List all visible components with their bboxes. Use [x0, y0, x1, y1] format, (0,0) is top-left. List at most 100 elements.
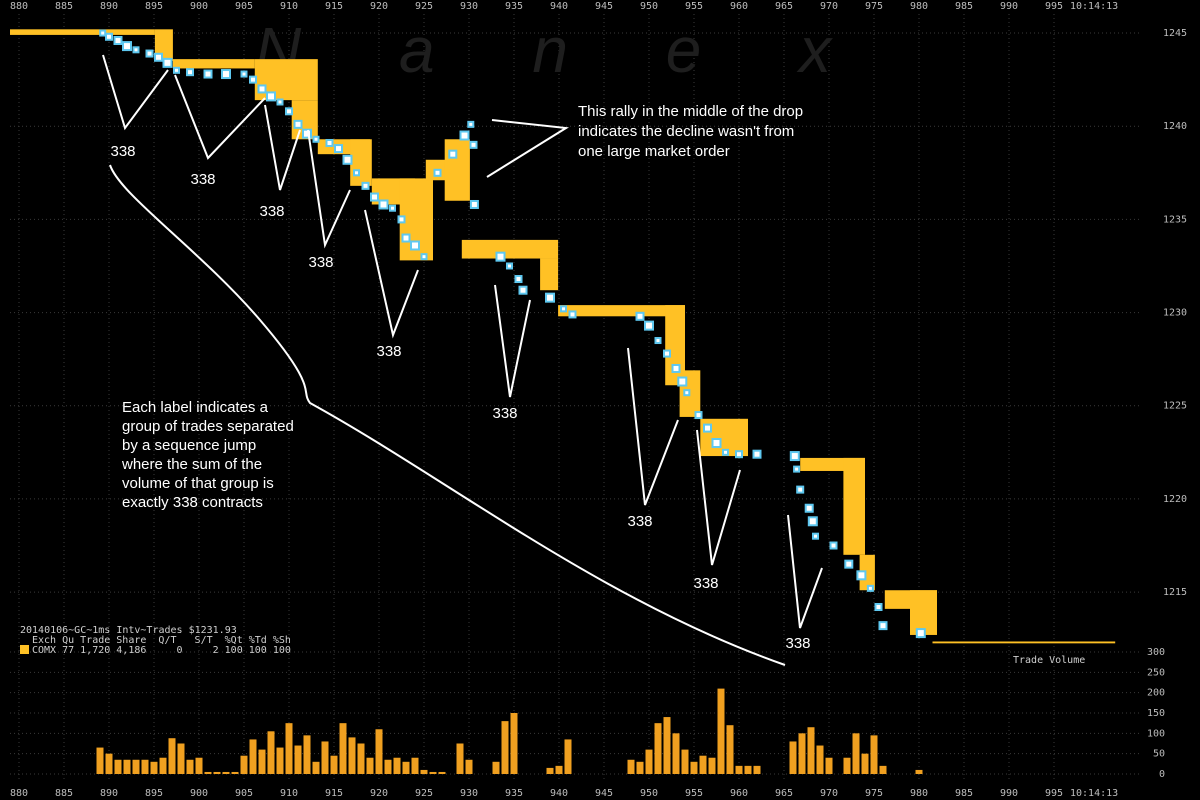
- x-tick-label: 925: [415, 1, 433, 12]
- x-tick-label: 940: [550, 1, 568, 12]
- volume-bar: [501, 721, 509, 774]
- group-label: 338: [308, 254, 333, 271]
- volume-bar: [312, 761, 320, 774]
- trade-marker: [874, 603, 883, 612]
- trade-marker: [240, 70, 248, 78]
- volume-bar: [852, 733, 860, 774]
- volume-bar: [222, 771, 230, 774]
- x-tick-label: 990: [1000, 788, 1018, 799]
- y-tick-label: 150: [1147, 708, 1165, 719]
- trade-marker: [467, 120, 475, 128]
- callout: [264, 104, 301, 191]
- trade-marker: [257, 84, 267, 94]
- volume-bar: [915, 769, 923, 774]
- volume-bar: [492, 761, 500, 774]
- group-label: 338: [259, 203, 284, 220]
- x-tick-label: 960: [730, 1, 748, 12]
- volume-bar: [681, 749, 689, 774]
- trade-marker: [186, 68, 194, 77]
- callout-curve: [109, 164, 786, 666]
- volume-bar: [276, 747, 284, 774]
- trade-marker: [302, 128, 312, 139]
- volume-bar: [249, 739, 257, 774]
- trade-marker: [677, 376, 688, 387]
- volume-bar: [285, 723, 293, 774]
- x-tick-label: 890: [100, 1, 118, 12]
- callout: [307, 129, 351, 249]
- volume-bar: [105, 753, 113, 774]
- info-legend: 20140106~GC~1ms Intv~Trades $1231.93 Exc…: [20, 625, 291, 656]
- volume-label: Trade Volume: [1013, 655, 1085, 666]
- time-label: 10:14:13: [1070, 788, 1118, 799]
- y-tick-label: 50: [1153, 749, 1165, 760]
- volume-bar: [231, 771, 239, 774]
- y-tick-label: 1230: [1163, 308, 1187, 319]
- volume-bar: [879, 765, 887, 774]
- trade-marker: [915, 628, 926, 639]
- trade-marker: [654, 337, 662, 345]
- volume-bar: [708, 757, 716, 774]
- y-tick-label: 250: [1147, 667, 1165, 678]
- volume-bar: [384, 759, 392, 774]
- note-line: group of trades separated: [122, 418, 294, 435]
- volume-bar: [636, 761, 644, 774]
- price-band: [461, 239, 559, 259]
- legend-row: COMX 77 1,720 4,186 0 2 100 100 100: [32, 645, 291, 656]
- trade-marker: [856, 570, 867, 581]
- x-tick-label: 915: [325, 1, 343, 12]
- x-tick-label: 955: [685, 788, 703, 799]
- trade-marker: [312, 135, 320, 143]
- callout: [486, 119, 569, 178]
- volume-bar: [177, 743, 185, 774]
- x-tick-label: 900: [190, 788, 208, 799]
- volume-bar: [789, 741, 797, 774]
- trade-marker: [506, 262, 513, 270]
- volume-bar: [141, 759, 149, 774]
- x-tick-label: 890: [100, 788, 118, 799]
- callout: [494, 284, 531, 398]
- x-tick-label: 950: [640, 788, 658, 799]
- price-band: [558, 305, 685, 317]
- note-line: by a sequence jump: [122, 437, 256, 454]
- trade-marker: [370, 192, 379, 202]
- callout: [787, 514, 823, 629]
- price-band: [910, 590, 937, 635]
- x-tick-label: 955: [685, 1, 703, 12]
- x-tick-label: 895: [145, 1, 163, 12]
- volume-bar: [114, 759, 122, 774]
- volume-bar: [843, 757, 851, 774]
- x-tick-label: 995: [1045, 1, 1063, 12]
- volume-bar: [150, 761, 158, 774]
- trade-marker: [145, 49, 154, 58]
- note-line: where the sum of the: [121, 456, 262, 473]
- marks: [10, 29, 1116, 774]
- trade-marker: [99, 29, 107, 37]
- x-tick-label: 970: [820, 1, 838, 12]
- volume-bar: [429, 771, 437, 774]
- trade-marker: [113, 35, 123, 45]
- trade-marker: [495, 251, 506, 262]
- callouts: [102, 54, 823, 666]
- note-line: one large market order: [578, 143, 730, 160]
- volume-bar: [816, 745, 824, 774]
- y-tick-label: 1225: [1163, 401, 1187, 412]
- trade-marker: [448, 149, 458, 159]
- group-label: 338: [190, 171, 215, 188]
- trade-marker: [560, 305, 567, 313]
- volume-bar: [690, 761, 698, 774]
- y-tick-label: 1240: [1163, 121, 1187, 132]
- x-tick-label: 910: [280, 788, 298, 799]
- trade-marker: [173, 66, 180, 74]
- price-band: [843, 457, 865, 555]
- x-tick-label: 960: [730, 788, 748, 799]
- x-tick-label: 880: [10, 1, 28, 12]
- trade-marker: [389, 204, 396, 212]
- trade-marker: [878, 621, 888, 631]
- y-tick-label: 1220: [1163, 494, 1187, 505]
- trade-marker: [694, 411, 703, 420]
- trade-marker: [789, 451, 800, 462]
- trade-marker: [266, 91, 276, 102]
- volume-bar: [240, 755, 248, 774]
- note-line: indicates the decline wasn't from: [578, 123, 794, 140]
- x-tick-label: 950: [640, 1, 658, 12]
